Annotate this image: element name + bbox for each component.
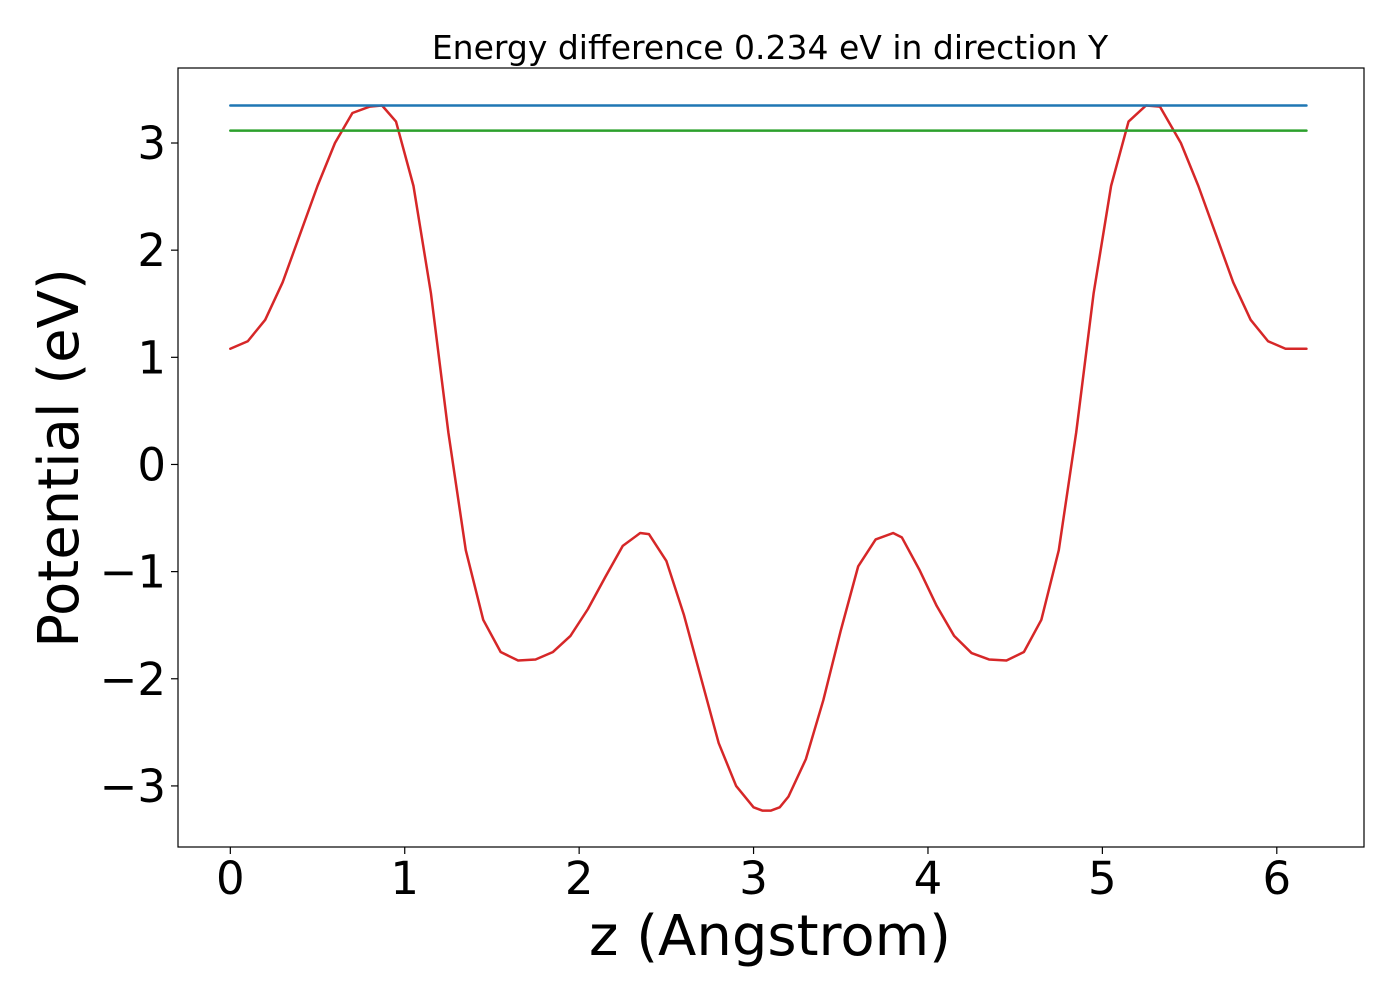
x-tick-label: 5: [1088, 852, 1117, 905]
y-axis-label: Potential (eV): [27, 268, 92, 648]
x-tick-label: 4: [914, 852, 943, 905]
x-tick-label: 0: [216, 852, 245, 905]
y-tick-label: 0: [137, 438, 166, 491]
plot-area: [178, 68, 1364, 847]
y-axis: −3 −2 −1 0 1 2 3: [100, 117, 178, 813]
x-axis: 0 1 2 3 4 5 6: [216, 847, 1291, 905]
plot-frame: [177, 67, 1365, 848]
y-tick-label: 3: [137, 117, 166, 170]
x-tick-label: 2: [565, 852, 594, 905]
x-tick-label: 1: [390, 852, 419, 905]
x-tick-label: 3: [739, 852, 768, 905]
x-axis-label: z (Angstrom): [589, 904, 951, 969]
y-tick-label: −2: [100, 653, 166, 706]
y-tick-label: 2: [137, 224, 166, 277]
series-group: [229, 104, 1308, 812]
y-tick-label: 1: [137, 331, 166, 384]
y-tick-label: −1: [100, 546, 166, 599]
chart-title: Energy difference 0.234 eV in direction …: [432, 28, 1109, 67]
y-tick-label: −3: [100, 760, 166, 813]
series-line-0: [229, 104, 1308, 812]
x-tick-label: 6: [1262, 852, 1291, 905]
plot-background: [178, 68, 1364, 847]
